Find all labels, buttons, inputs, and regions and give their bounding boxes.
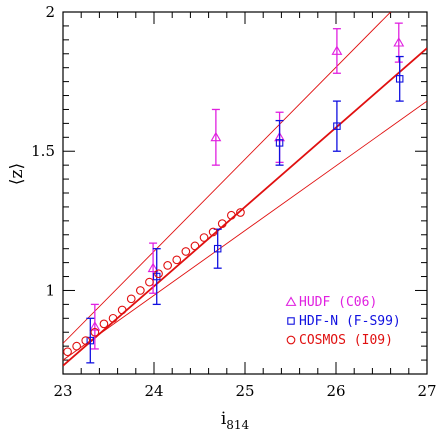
legend-triangle-marker: [285, 296, 297, 306]
x-tick-label: 26: [326, 382, 345, 400]
square-marker: [86, 336, 95, 345]
triangle-marker: [331, 45, 343, 55]
square-marker: [152, 272, 161, 281]
circle-marker: [99, 319, 109, 329]
circle-marker: [90, 327, 100, 337]
square-marker: [213, 244, 222, 253]
tick-labels: 23 24 25 26 27 1 1.5 2: [31, 3, 436, 400]
legend-square-marker: [287, 317, 295, 325]
circle-marker: [236, 208, 245, 217]
x-axis-label-main: i: [221, 409, 227, 429]
circle-marker: [172, 255, 182, 265]
fit-lines: [63, 12, 427, 367]
circle-marker: [163, 261, 172, 270]
best-fit-line: [63, 47, 427, 367]
circle-marker: [136, 286, 145, 295]
triangle-marker: [393, 37, 405, 47]
legend-label: COSMOS (I09): [299, 333, 393, 348]
triangle-marker: [89, 321, 101, 331]
circle-marker: [217, 219, 227, 228]
y-tick-label: 1.5: [31, 142, 55, 160]
circle-marker: [199, 233, 209, 242]
circle-marker: [117, 305, 127, 315]
x-tick-label: 25: [235, 382, 254, 400]
legend-label: HDF-N (F-S99): [299, 314, 401, 329]
circle-marker: [81, 336, 91, 345]
x-axis-label-subscript: 814: [226, 418, 249, 432]
circle-marker: [190, 241, 200, 251]
circle-marker: [63, 347, 72, 357]
circle-marker: [208, 227, 218, 237]
envelope-line: [63, 12, 391, 344]
legend: HUDF (C06) HDF-N (F-S99) COSMOS (I09): [285, 295, 401, 348]
square-marker: [333, 122, 341, 130]
axis-ticks: [62, 11, 428, 375]
circle-marker: [154, 269, 163, 279]
legend-circle-marker: [286, 335, 296, 345]
y-tick-label: 2: [45, 3, 55, 21]
legend-label: HUDF (C06): [299, 295, 377, 310]
circle-marker: [145, 277, 154, 287]
circle-marker: [181, 247, 191, 256]
envelope-line: [63, 100, 427, 361]
y-tick-label: 1: [45, 281, 55, 299]
circle-marker: [108, 313, 118, 323]
y-axis-label: ⟨z⟩: [7, 163, 27, 185]
square-marker: [395, 75, 404, 83]
triangle-marker: [210, 131, 222, 142]
data-markers: [63, 22, 405, 364]
circle-marker: [126, 294, 136, 304]
x-tick-label: 23: [53, 382, 72, 400]
x-tick-label: 24: [144, 382, 163, 400]
triangle-marker: [147, 262, 159, 273]
square-marker: [275, 139, 284, 147]
circle-marker: [72, 341, 81, 351]
x-axis-label: i814: [221, 409, 250, 432]
x-tick-label: 27: [417, 382, 436, 400]
circle-marker: [227, 210, 236, 220]
